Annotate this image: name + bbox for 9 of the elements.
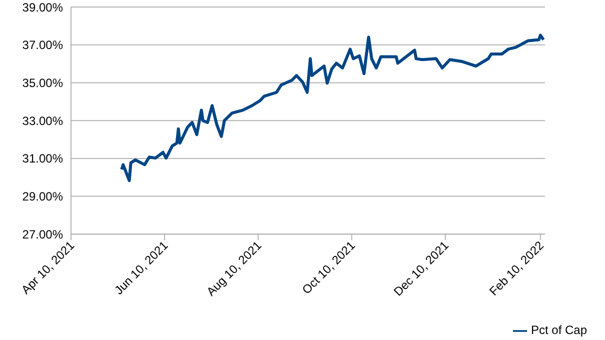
legend-label: Pct of Cap — [530, 323, 587, 338]
y-tick-label: 33.00% — [22, 114, 64, 128]
line-series — [120, 34, 545, 182]
y-tick-label: 29.00% — [22, 190, 64, 204]
y-tick-label: 39.00% — [22, 0, 64, 14]
y-tick-label: 37.00% — [22, 38, 64, 52]
y-tick-label: 31.00% — [22, 152, 64, 166]
y-tick-label: 27.00% — [22, 227, 64, 242]
y-tick-label: 35.00% — [22, 76, 64, 90]
